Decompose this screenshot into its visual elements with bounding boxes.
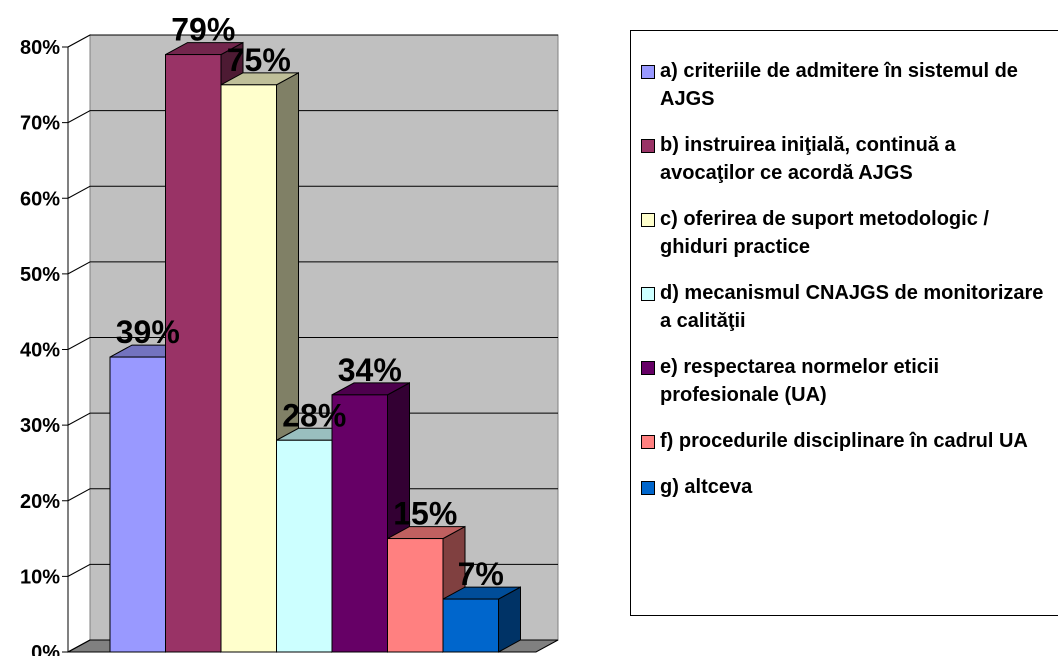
grid-line [67,34,558,48]
legend-swatch [641,65,655,79]
y-tick-label: 70% [20,113,60,135]
y-tick-label: 60% [20,188,60,210]
legend-swatch [641,213,655,227]
bar [109,356,166,653]
grid-line [67,261,558,275]
data-label: 79% [171,12,235,48]
legend-label: g) altceva [660,476,753,498]
y-tick-label: 10% [20,566,60,588]
legend-item: e) respectarea normelor eticii profesion… [641,353,1058,409]
legend-label: e) respectarea normelor eticii profesion… [660,356,940,406]
bar [442,598,499,653]
bar [276,439,333,653]
bar [331,394,388,653]
y-tick-label: 20% [20,491,60,513]
legend-swatch [641,287,655,301]
y-tick-label: 50% [20,264,60,286]
data-label: 39% [116,314,180,350]
grid-line [67,185,558,199]
legend-label: b) instruirea iniţială, continuă a avoca… [660,134,956,184]
legend-swatch [641,481,655,495]
legend-swatch [641,435,655,449]
legend-label: a) criteriile de admitere în sistemul de… [660,60,1018,110]
data-label: 15% [393,496,457,532]
chart: 0% 10% 20% 30% 40% 50% 60% 70% 80% 39% 79%75% 28% 34… [20,12,559,656]
y-tick-label: 40% [20,340,60,362]
bar [387,538,444,653]
data-label: 75% [227,42,291,78]
data-label: 7% [458,556,504,592]
data-label: 28% [282,397,346,433]
legend-item: f) procedurile disciplinare în cadrul UA [641,427,1058,455]
legend-item: g) altceva [641,473,1058,501]
legend-label: f) procedurile disciplinare în cadrul UA [660,430,1028,452]
legend-item: a) criteriile de admitere în sistemul de… [641,57,1058,113]
legend: a) criteriile de admitere în sistemul de… [630,30,1058,616]
bar [220,84,277,653]
legend-item: d) mecanismul CNAJGS de monitorizare a c… [641,279,1058,335]
data-label: 34% [338,352,402,388]
legend-item: c) oferirea de suport metodologic / ghid… [641,205,1058,261]
y-tick-label: 80% [20,37,60,59]
bar [165,54,222,653]
legend-swatch [641,361,655,375]
legend-item: b) instruirea iniţială, continuă a avoca… [641,131,1058,187]
y-tick-label: 0% [31,642,60,656]
grid-line [67,110,558,124]
legend-label: c) oferirea de suport metodologic / ghid… [660,208,989,258]
legend-label: d) mecanismul CNAJGS de monitorizare a c… [660,282,1044,332]
grid-line [67,337,558,350]
legend-swatch [641,139,655,153]
y-tick-label: 30% [20,415,60,437]
